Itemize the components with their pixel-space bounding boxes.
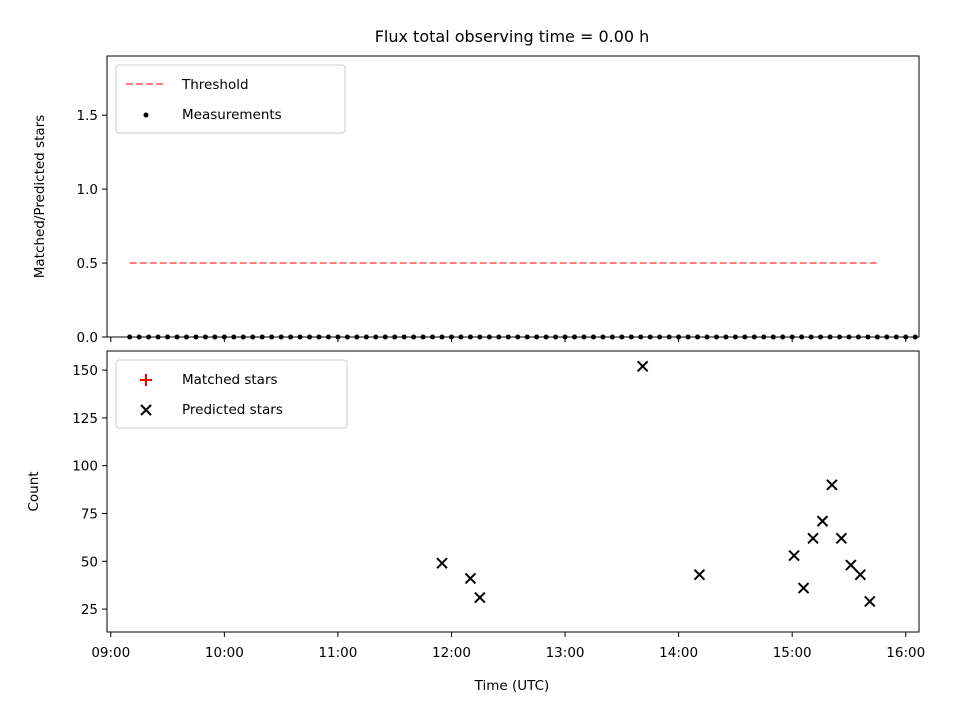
predicted-stars-point [807, 532, 819, 545]
x-axis-label: Time (UTC) [474, 678, 550, 694]
bottom-plot-content [436, 360, 876, 608]
bottom-y-tick-label: 75 [81, 506, 98, 522]
predicted-stars-point [464, 572, 477, 585]
top-plot-frame [106, 55, 920, 338]
top-x-ticks [110, 337, 907, 342]
x-tick-label: 16:00 [886, 645, 925, 661]
x-tick-label: 14:00 [659, 645, 698, 661]
x-tick-label: 09:00 [91, 645, 130, 661]
top-y-axis-label: Matched/Predicted stars [32, 115, 48, 278]
predicted-stars-point [854, 568, 867, 581]
bottom-panel: 25 50 75 100 125 150 09:00 10:00 11:00 12:00 13:0… [26, 350, 925, 694]
top-legend: Threshold Measurements [115, 64, 346, 134]
bottom-y-ticks: 25 50 75 100 125 150 [72, 363, 107, 618]
x-tick-label: 15:00 [773, 645, 812, 661]
legend-measurements-marker [143, 112, 149, 118]
top-y-tick-label: 0.0 [77, 330, 98, 346]
bottom-plot-frame [106, 350, 920, 633]
bottom-legend-frame [115, 359, 348, 429]
chart-title: Flux total observing time = 0.00 h [375, 27, 650, 46]
x-tick-label: 12:00 [432, 645, 471, 661]
predicted-stars-point [436, 557, 448, 569]
bottom-y-tick-label: 150 [72, 363, 98, 379]
top-legend-frame [115, 64, 346, 134]
bottom-y-tick-label: 25 [81, 602, 98, 618]
x-tick-label: 13:00 [546, 645, 585, 661]
bottom-y-tick-label: 100 [72, 459, 98, 475]
predicted-stars-point [797, 582, 810, 594]
predicted-stars-point [788, 549, 800, 562]
predicted-stars-point [835, 532, 848, 545]
top-y-tick-label: 1.5 [77, 108, 98, 124]
bottom-y-axis-label: Count [26, 471, 42, 511]
top-y-ticks: 0.0 0.5 1.0 1.5 [77, 108, 107, 346]
predicted-stars-point [474, 591, 486, 604]
bottom-y-tick-label: 50 [81, 554, 98, 570]
top-y-tick-label: 1.0 [77, 182, 98, 198]
bottom-x-ticks: 09:00 10:00 11:00 12:00 13:00 14:00 15:00 16:00 [91, 632, 925, 661]
predicted-stars-point [816, 515, 829, 527]
legend-matched-marker [140, 374, 152, 386]
predicted-stars-point [693, 568, 706, 581]
predicted-stars-point [636, 360, 649, 372]
legend-predicted-marker [140, 404, 152, 416]
bottom-legend: Matched stars Predicted stars [115, 359, 348, 429]
legend-matched-label: Matched stars [182, 372, 278, 388]
predicted-stars-point [864, 595, 876, 608]
legend-predicted-label: Predicted stars [182, 402, 283, 418]
top-plot-content [127, 262, 918, 340]
predicted-stars-point [826, 479, 838, 491]
legend-threshold-label: Threshold [181, 77, 249, 93]
bottom-y-tick-label: 125 [72, 411, 98, 427]
x-tick-label: 11:00 [318, 645, 357, 661]
legend-measurements-label: Measurements [182, 107, 282, 123]
top-panel: 0.0 0.5 1.0 1.5 Matched/Predicted stars Thr… [32, 55, 920, 346]
top-y-tick-label: 0.5 [77, 256, 98, 272]
x-tick-label: 10:00 [205, 645, 244, 661]
predicted-stars-point [845, 559, 857, 571]
